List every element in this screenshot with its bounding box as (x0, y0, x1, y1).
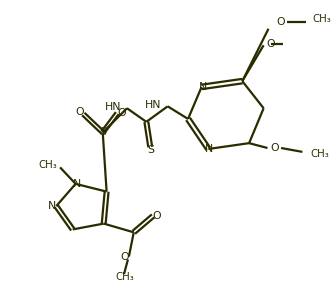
Text: N: N (72, 179, 81, 189)
Text: CH₃: CH₃ (312, 14, 331, 24)
Text: O: O (153, 211, 161, 221)
Text: HN: HN (105, 102, 121, 112)
Text: S: S (99, 128, 106, 138)
Text: O: O (270, 143, 279, 153)
Text: CH₃: CH₃ (39, 160, 57, 170)
Text: S: S (148, 145, 155, 155)
Text: N: N (48, 201, 56, 211)
Text: HN: HN (144, 100, 161, 110)
Text: O: O (118, 108, 126, 118)
Text: O: O (277, 17, 286, 27)
Text: N: N (205, 144, 213, 154)
Text: CH₃: CH₃ (310, 149, 329, 159)
Text: CH₃: CH₃ (116, 272, 134, 282)
Text: O: O (267, 39, 275, 49)
Text: O: O (75, 107, 84, 117)
Text: N: N (199, 82, 207, 92)
Text: O: O (121, 252, 129, 262)
